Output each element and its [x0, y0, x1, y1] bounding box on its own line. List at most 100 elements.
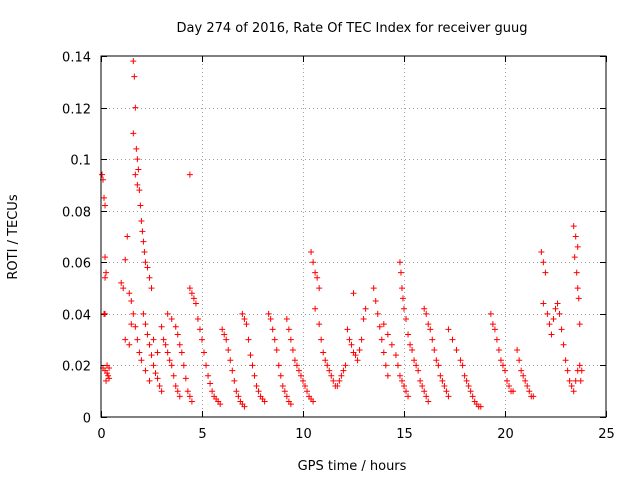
data-point: [427, 326, 434, 333]
data-point: [544, 310, 551, 317]
data-point: [491, 326, 498, 333]
data-point: [231, 377, 238, 384]
data-point: [370, 285, 377, 292]
y-tick-label: 0.04: [62, 309, 91, 324]
y-axis-label: ROTI / TECUs: [6, 194, 21, 279]
data-point: [304, 388, 311, 395]
data-point: [499, 362, 506, 369]
data-point: [150, 336, 157, 343]
data-point: [320, 349, 327, 356]
data-point: [405, 331, 412, 338]
data-point: [403, 316, 410, 323]
grid-layer: [101, 56, 606, 417]
data-point: [401, 305, 407, 312]
plot-frame: [100, 55, 607, 418]
data-point: [330, 377, 337, 384]
data-point: [146, 377, 153, 384]
data-point: [560, 341, 567, 348]
x-tick-label: 0: [97, 427, 105, 442]
data-point: [138, 218, 145, 225]
data-point: [150, 362, 157, 369]
data-point: [573, 269, 580, 276]
data-point: [308, 248, 315, 255]
data-point: [192, 300, 199, 307]
data-point: [132, 104, 139, 111]
y-tick-label: 0.08: [62, 206, 91, 221]
data-point: [120, 285, 127, 292]
data-point: [518, 367, 525, 374]
data-point: [384, 372, 391, 379]
data-point: [102, 202, 109, 209]
data-point: [564, 367, 571, 374]
data-point: [283, 393, 290, 400]
data-point: [205, 372, 212, 379]
data-point: [285, 326, 292, 333]
points-layer: [99, 58, 585, 410]
data-point: [134, 156, 141, 163]
data-point: [207, 380, 214, 387]
data-point: [164, 310, 171, 317]
data-point: [186, 393, 193, 400]
data-point: [186, 171, 193, 178]
data-point: [137, 202, 144, 209]
data-point: [388, 341, 395, 348]
data-point: [457, 357, 464, 364]
data-point: [139, 228, 146, 235]
data-point: [128, 321, 135, 328]
data-point: [326, 367, 333, 374]
data-point: [348, 341, 355, 348]
data-point: [105, 372, 112, 379]
data-point: [271, 336, 278, 343]
data-point: [409, 346, 416, 353]
data-point: [342, 362, 349, 369]
data-point: [405, 393, 412, 400]
data-point: [209, 388, 216, 395]
data-point: [487, 310, 494, 317]
data-point: [297, 372, 304, 379]
data-point: [134, 181, 141, 188]
data-point: [235, 393, 242, 400]
data-point: [324, 362, 331, 369]
data-point: [136, 187, 143, 194]
data-point: [540, 300, 547, 307]
data-point: [241, 403, 248, 410]
data-point: [182, 375, 189, 382]
y-tick-label: 0.02: [62, 360, 91, 375]
data-point: [550, 316, 557, 323]
data-point: [184, 388, 191, 395]
data-point: [522, 377, 529, 384]
data-point: [225, 346, 232, 353]
data-point: [104, 370, 111, 377]
data-point: [502, 367, 508, 374]
data-point: [576, 362, 583, 369]
data-point: [203, 362, 210, 369]
data-point: [419, 383, 426, 390]
data-point: [489, 321, 496, 328]
data-point: [194, 316, 201, 323]
data-point: [152, 370, 159, 377]
data-point: [378, 336, 385, 343]
data-point: [520, 372, 527, 379]
data-point: [251, 372, 258, 379]
data-point: [314, 274, 321, 281]
data-point: [312, 269, 319, 276]
data-point: [433, 357, 440, 364]
data-point: [289, 346, 296, 353]
data-point: [572, 377, 579, 384]
data-point: [172, 383, 179, 390]
data-point: [239, 310, 246, 317]
data-point: [312, 305, 319, 312]
data-point: [396, 259, 403, 266]
data-point: [178, 349, 185, 356]
y-tick-label: 0.06: [62, 257, 91, 272]
data-point: [360, 316, 367, 323]
data-point: [168, 362, 175, 369]
data-point: [445, 393, 452, 400]
data-point: [126, 290, 133, 297]
data-point: [180, 362, 187, 369]
data-point: [170, 372, 177, 379]
data-point: [516, 357, 523, 364]
data-point: [130, 310, 137, 317]
data-point: [514, 346, 521, 353]
y-tick-label: 0.1: [70, 154, 91, 169]
